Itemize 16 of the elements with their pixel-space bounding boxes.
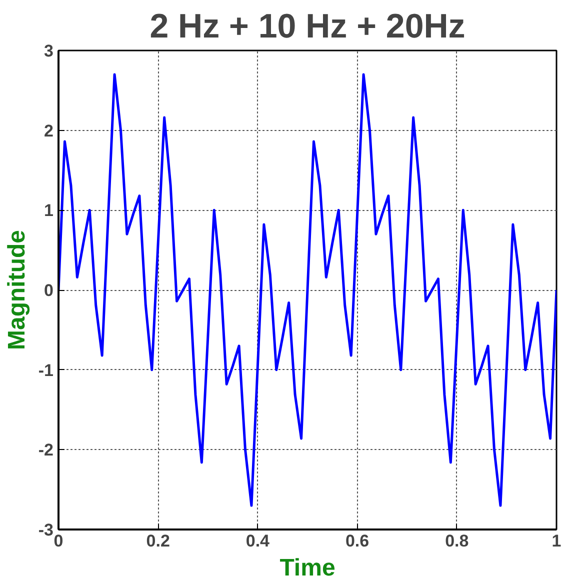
- y-axis-title: Magnitude: [3, 230, 30, 350]
- y-tick-label: 0: [44, 281, 54, 300]
- x-tick-label: 1: [552, 532, 562, 550]
- y-tick-label: -2: [38, 440, 54, 460]
- x-tick-label: 0.6: [345, 532, 370, 550]
- chart-title: 2 Hz + 10 Hz + 20Hz: [150, 8, 466, 46]
- line-series: [58, 73, 556, 507]
- y-tick-label: 3: [44, 42, 54, 60]
- y-tick-label: 1: [44, 201, 54, 220]
- x-axis-title: Time: [280, 554, 336, 582]
- x-tick-label: 0.4: [246, 532, 270, 550]
- y-tick-label: 2: [44, 121, 54, 140]
- x-tick-label: 0.2: [146, 532, 170, 550]
- x-tick-label: 0.8: [445, 532, 469, 550]
- y-tick-label: -1: [38, 360, 54, 380]
- y-tick-label: -3: [38, 520, 54, 540]
